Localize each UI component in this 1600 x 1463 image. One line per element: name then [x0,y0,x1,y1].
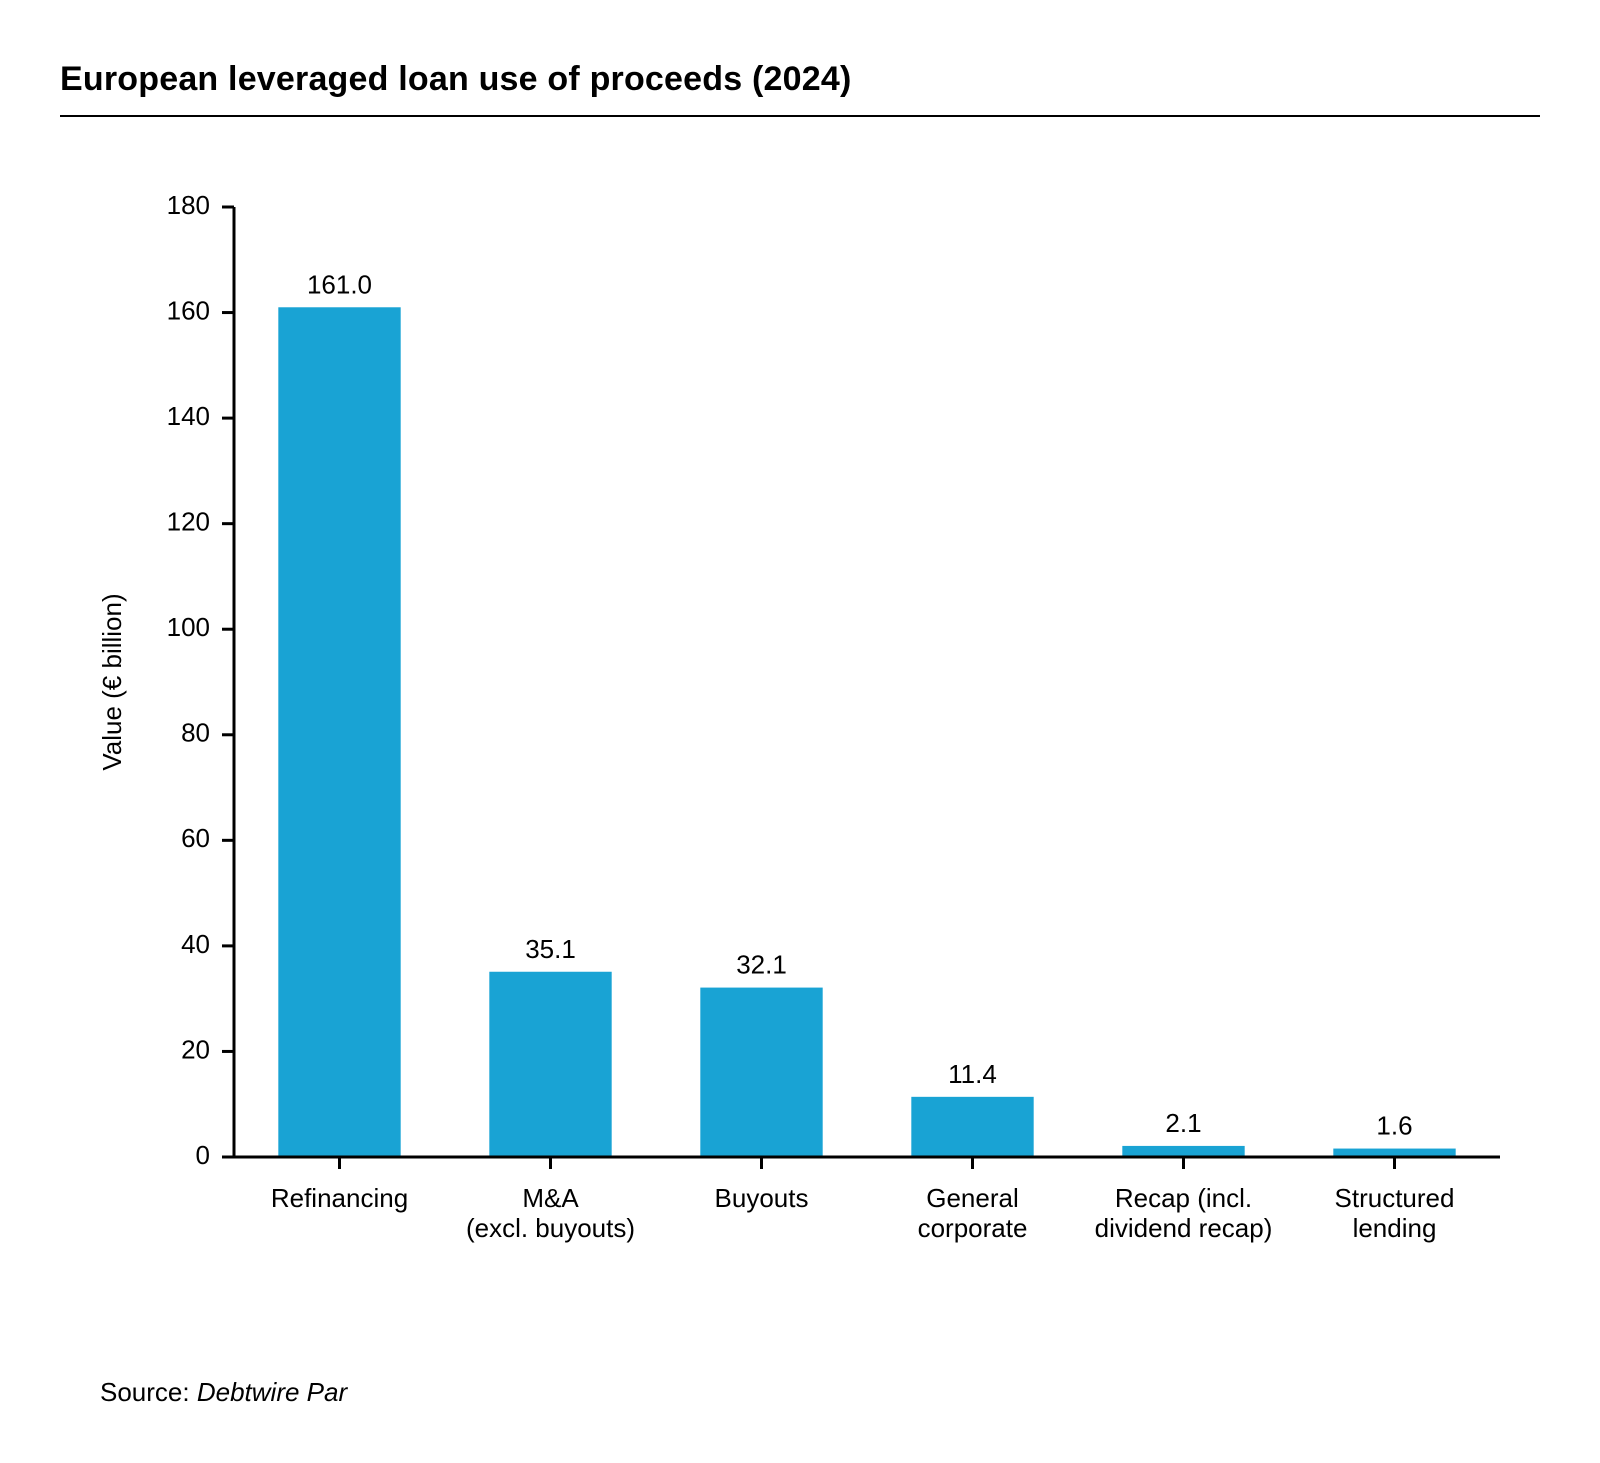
x-tick-label: Generalcorporate [918,1183,1028,1243]
x-tick-label: M&A(excl. buyouts) [466,1183,635,1243]
x-tick-label: Buyouts [715,1183,809,1213]
y-tick-label: 20 [181,1034,210,1064]
bar-value-label: 35.1 [525,934,576,964]
bar-value-label: 1.6 [1376,1111,1412,1141]
bar-value-label: 11.4 [948,1059,997,1089]
page: European leveraged loan use of proceeds … [0,0,1600,1463]
source-name: Debtwire Par [197,1377,347,1407]
y-tick-label: 40 [181,929,210,959]
y-tick-label: 60 [181,823,210,853]
bar [911,1097,1033,1157]
bar [489,972,611,1157]
y-tick-label: 160 [167,295,210,325]
x-tick-label: Refinancing [271,1183,408,1213]
bar-chart: 0 20 40 60 80 100 120 140 160 180 Value (€ billion… [60,177,1540,1307]
y-tick-label: 180 [167,190,210,220]
bar-value-label: 161.0 [307,269,372,299]
y-tick-label: 0 [196,1140,210,1170]
source-label: Source: [100,1377,190,1407]
y-axis-label: Value (€ billion) [97,593,127,770]
bar-value-label: 32.1 [736,950,787,980]
chart-area: 0 20 40 60 80 100 120 140 160 180 Value (€ billion… [60,177,1540,1307]
bar [1122,1146,1244,1157]
bar [700,988,822,1157]
y-tick-label: 80 [181,718,210,748]
y-tick-label: 140 [167,401,210,431]
bar [278,307,400,1157]
source-line: Source: Debtwire Par [60,1377,1540,1408]
x-tick-label: Recap (incl.dividend recap) [1095,1183,1273,1243]
x-tick-label: Structuredlending [1335,1183,1455,1243]
chart-title: European leveraged loan use of proceeds … [60,60,1540,99]
y-tick-label: 100 [167,612,210,642]
title-rule [60,115,1540,117]
bar-value-label: 2.1 [1165,1108,1201,1138]
y-tick-label: 120 [167,507,210,537]
